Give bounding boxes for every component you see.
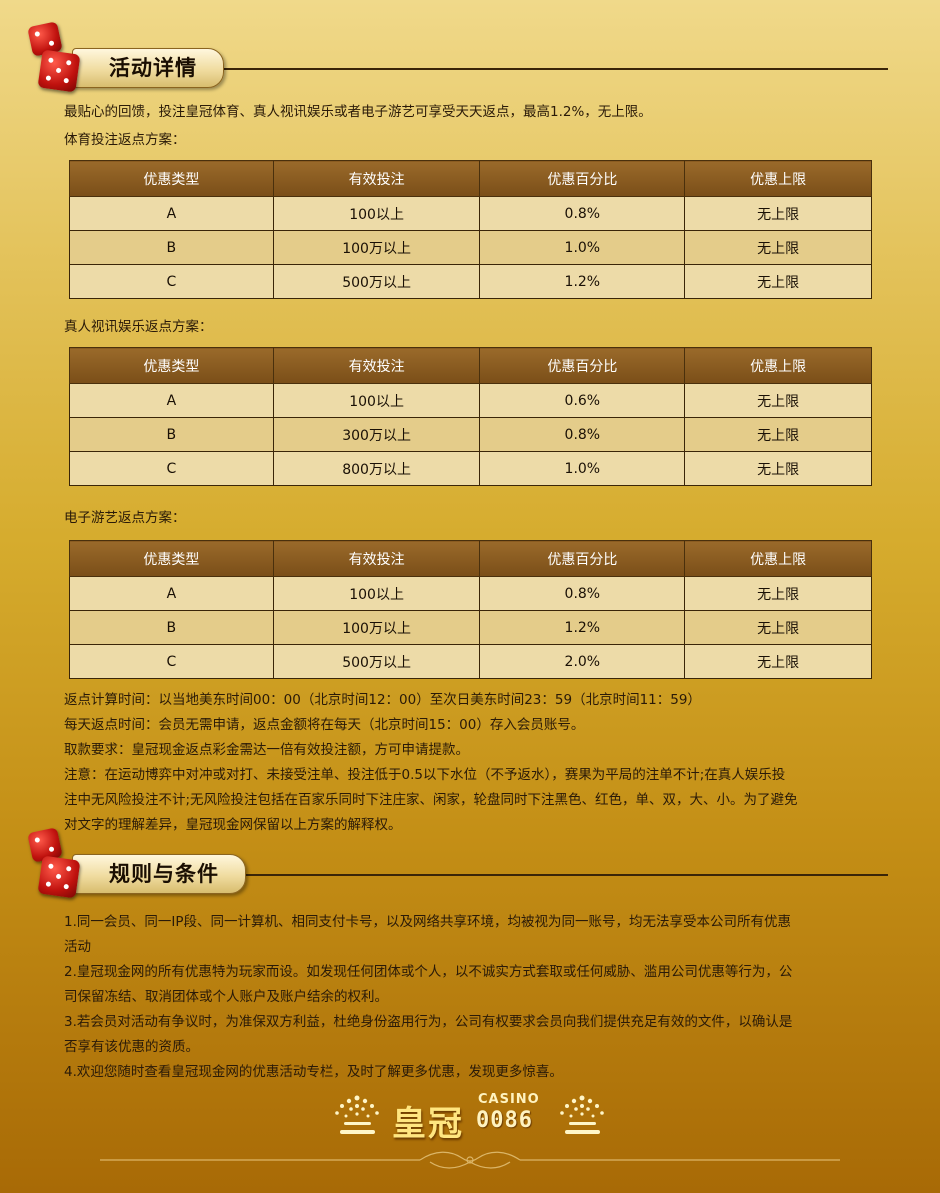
col-header: 优惠百分比 <box>479 540 686 577</box>
table-cell: 0.8% <box>479 576 686 611</box>
col-header: 优惠类型 <box>69 160 274 197</box>
note-line: 对文字的理解差异，皇冠现金网保留以上方案的解释权。 <box>64 817 402 833</box>
brand-casino: CASINO <box>478 1092 540 1107</box>
sports-rebate-table: 优惠类型 有效投注 优惠百分比 优惠上限 A 100以上 0.8% 无上限 B … <box>69 160 872 299</box>
table-cell: 1.2% <box>479 264 686 299</box>
table-cell: 800万以上 <box>272 451 481 486</box>
table-cell: C <box>69 451 274 486</box>
note-line: 返点计算时间：以当地美东时间00：00（北京时间12：00）至次日美东时间23：… <box>64 692 701 708</box>
table-cell: 无上限 <box>684 230 872 265</box>
table-header-row: 优惠类型 有效投注 优惠百分比 优惠上限 <box>69 540 872 577</box>
table-row: B 100万以上 1.0% 无上限 <box>69 230 872 265</box>
crown-left-icon <box>335 1095 379 1134</box>
egame-rebate-table: 优惠类型 有效投注 优惠百分比 优惠上限 A 100以上 0.8% 无上限 B … <box>69 540 872 679</box>
col-header: 优惠类型 <box>69 347 274 384</box>
table-cell: 500万以上 <box>272 644 481 679</box>
rule-line: 1.同一会员、同一IP段、同一计算机、相同支付卡号，以及网络共享环境，均被视为同… <box>64 914 792 930</box>
table-cell: 500万以上 <box>272 264 481 299</box>
note-line: 每天返点时间：会员无需申请，返点金额将在每天（北京时间15：00）存入会员账号。 <box>64 717 585 733</box>
table-row: C 500万以上 2.0% 无上限 <box>69 644 872 679</box>
table-cell: 无上限 <box>684 644 872 679</box>
table-cell: B <box>69 610 274 645</box>
table-cell: 1.0% <box>479 451 686 486</box>
table-cell: 1.2% <box>479 610 686 645</box>
table-cell: 300万以上 <box>272 417 481 452</box>
table-header-row: 优惠类型 有效投注 优惠百分比 优惠上限 <box>69 160 872 197</box>
rule-line: 司保留冻结、取消团体或个人账户及账户结余的权利。 <box>64 989 388 1005</box>
table-cell: 100以上 <box>272 196 481 231</box>
table-cell: 100以上 <box>272 383 481 418</box>
live-rebate-table: 优惠类型 有效投注 优惠百分比 优惠上限 A 100以上 0.6% 无上限 B … <box>69 347 872 486</box>
rule-line: 活动 <box>64 939 91 955</box>
table-cell: 0.8% <box>479 196 686 231</box>
table-cell: C <box>69 264 274 299</box>
table-cell: 无上限 <box>684 383 872 418</box>
col-header: 有效投注 <box>272 540 481 577</box>
intro-text: 最贴心的回馈，投注皇冠体育、真人视讯娱乐或者电子游艺可享受天天返点，最高1.2%… <box>64 104 652 120</box>
brand-logo: 皇冠 CASINO 0086 <box>330 1090 610 1146</box>
col-header: 优惠上限 <box>684 540 872 577</box>
table-cell: B <box>69 417 274 452</box>
rule-line: 2.皇冠现金网的所有优惠特为玩家而设。如发现任何团体或个人，以不诚实方式套取或任… <box>64 964 793 980</box>
table-row: B 300万以上 0.8% 无上限 <box>69 417 872 452</box>
table-cell: A <box>69 196 274 231</box>
rule-line: 否享有该优惠的资质。 <box>64 1039 199 1055</box>
table-row: A 100以上 0.6% 无上限 <box>69 383 872 418</box>
table-cell: 无上限 <box>684 576 872 611</box>
table-row: C 800万以上 1.0% 无上限 <box>69 451 872 486</box>
col-header: 优惠百分比 <box>479 347 686 384</box>
note-line: 取款要求：皇冠现金返点彩金需达一倍有效投注额，方可申请提款。 <box>64 742 469 758</box>
col-header: 有效投注 <box>272 347 481 384</box>
table-cell: 无上限 <box>684 196 872 231</box>
live-table-label: 真人视讯娱乐返点方案： <box>64 319 213 335</box>
table-cell: 无上限 <box>684 264 872 299</box>
activity-notes: 返点计算时间：以当地美东时间00：00（北京时间12：00）至次日美东时间23：… <box>64 688 894 838</box>
table-cell: 100万以上 <box>272 610 481 645</box>
table-cell: 0.6% <box>479 383 686 418</box>
note-line: 注意：在运动博弈中对冲或对打、未接受注单、投注低于0.5以下水位（不予返水），赛… <box>64 767 786 783</box>
table-header-row: 优惠类型 有效投注 优惠百分比 优惠上限 <box>69 347 872 384</box>
table-cell: C <box>69 644 274 679</box>
table-cell: A <box>69 576 274 611</box>
table-row: B 100万以上 1.2% 无上限 <box>69 610 872 645</box>
rules-section-header: 规则与条件 <box>22 827 888 906</box>
sports-table-label: 体育投注返点方案： <box>64 132 186 148</box>
rules-heading: 规则与条件 <box>72 854 246 894</box>
table-cell: 无上限 <box>684 417 872 452</box>
note-line: 注中无风险投注不计;无风险投注包括在百家乐同时下注庄家、闲家，轮盘同时下注黑色、… <box>64 792 798 808</box>
table-cell: 无上限 <box>684 451 872 486</box>
table-row: A 100以上 0.8% 无上限 <box>69 196 872 231</box>
egame-table-label: 电子游艺返点方案： <box>64 510 186 526</box>
brand-name: 皇冠 <box>392 1104 464 1144</box>
table-cell: 100万以上 <box>272 230 481 265</box>
table-cell: 100以上 <box>272 576 481 611</box>
rules-list: 1.同一会员、同一IP段、同一计算机、相同支付卡号，以及网络共享环境，均被视为同… <box>64 910 884 1085</box>
table-cell: A <box>69 383 274 418</box>
activity-section-header: 活动详情 <box>22 21 888 100</box>
col-header: 有效投注 <box>272 160 481 197</box>
col-header: 优惠上限 <box>684 160 872 197</box>
rule-line: 3.若会员对活动有争议时，为准保双方利益，杜绝身份盗用行为，公司有权要求会员向我… <box>64 1014 793 1030</box>
table-cell: 0.8% <box>479 417 686 452</box>
header-rule <box>232 874 888 876</box>
table-cell: 1.0% <box>479 230 686 265</box>
table-cell: 无上限 <box>684 610 872 645</box>
brand-number: 0086 <box>476 1108 533 1133</box>
col-header: 优惠百分比 <box>479 160 686 197</box>
col-header: 优惠上限 <box>684 347 872 384</box>
table-cell: B <box>69 230 274 265</box>
table-cell: 2.0% <box>479 644 686 679</box>
col-header: 优惠类型 <box>69 540 274 577</box>
activity-heading: 活动详情 <box>72 48 224 88</box>
ornament-divider-icon <box>100 1151 840 1169</box>
table-row: C 500万以上 1.2% 无上限 <box>69 264 872 299</box>
header-rule <box>212 68 888 70</box>
table-row: A 100以上 0.8% 无上限 <box>69 576 872 611</box>
crown-right-icon <box>560 1095 604 1134</box>
activity-intro: 最贴心的回馈，投注皇冠体育、真人视讯娱乐或者电子游艺可享受天天返点，最高1.2%… <box>64 100 652 125</box>
rule-line: 4.欢迎您随时查看皇冠现金网的优惠活动专栏，及时了解更多优惠，发现更多惊喜。 <box>64 1064 563 1080</box>
